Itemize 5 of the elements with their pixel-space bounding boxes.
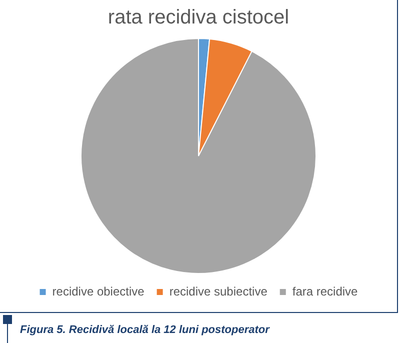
legend-label: recidive subiective [169,284,268,298]
chart-title: rata recidiva cistocel [108,6,290,29]
legend-label: fara recidive [292,284,358,298]
text: Figura 5. Recidivă locală la 12 luni postoperator [20,324,270,336]
legend-label: recidive obiective [52,284,145,298]
